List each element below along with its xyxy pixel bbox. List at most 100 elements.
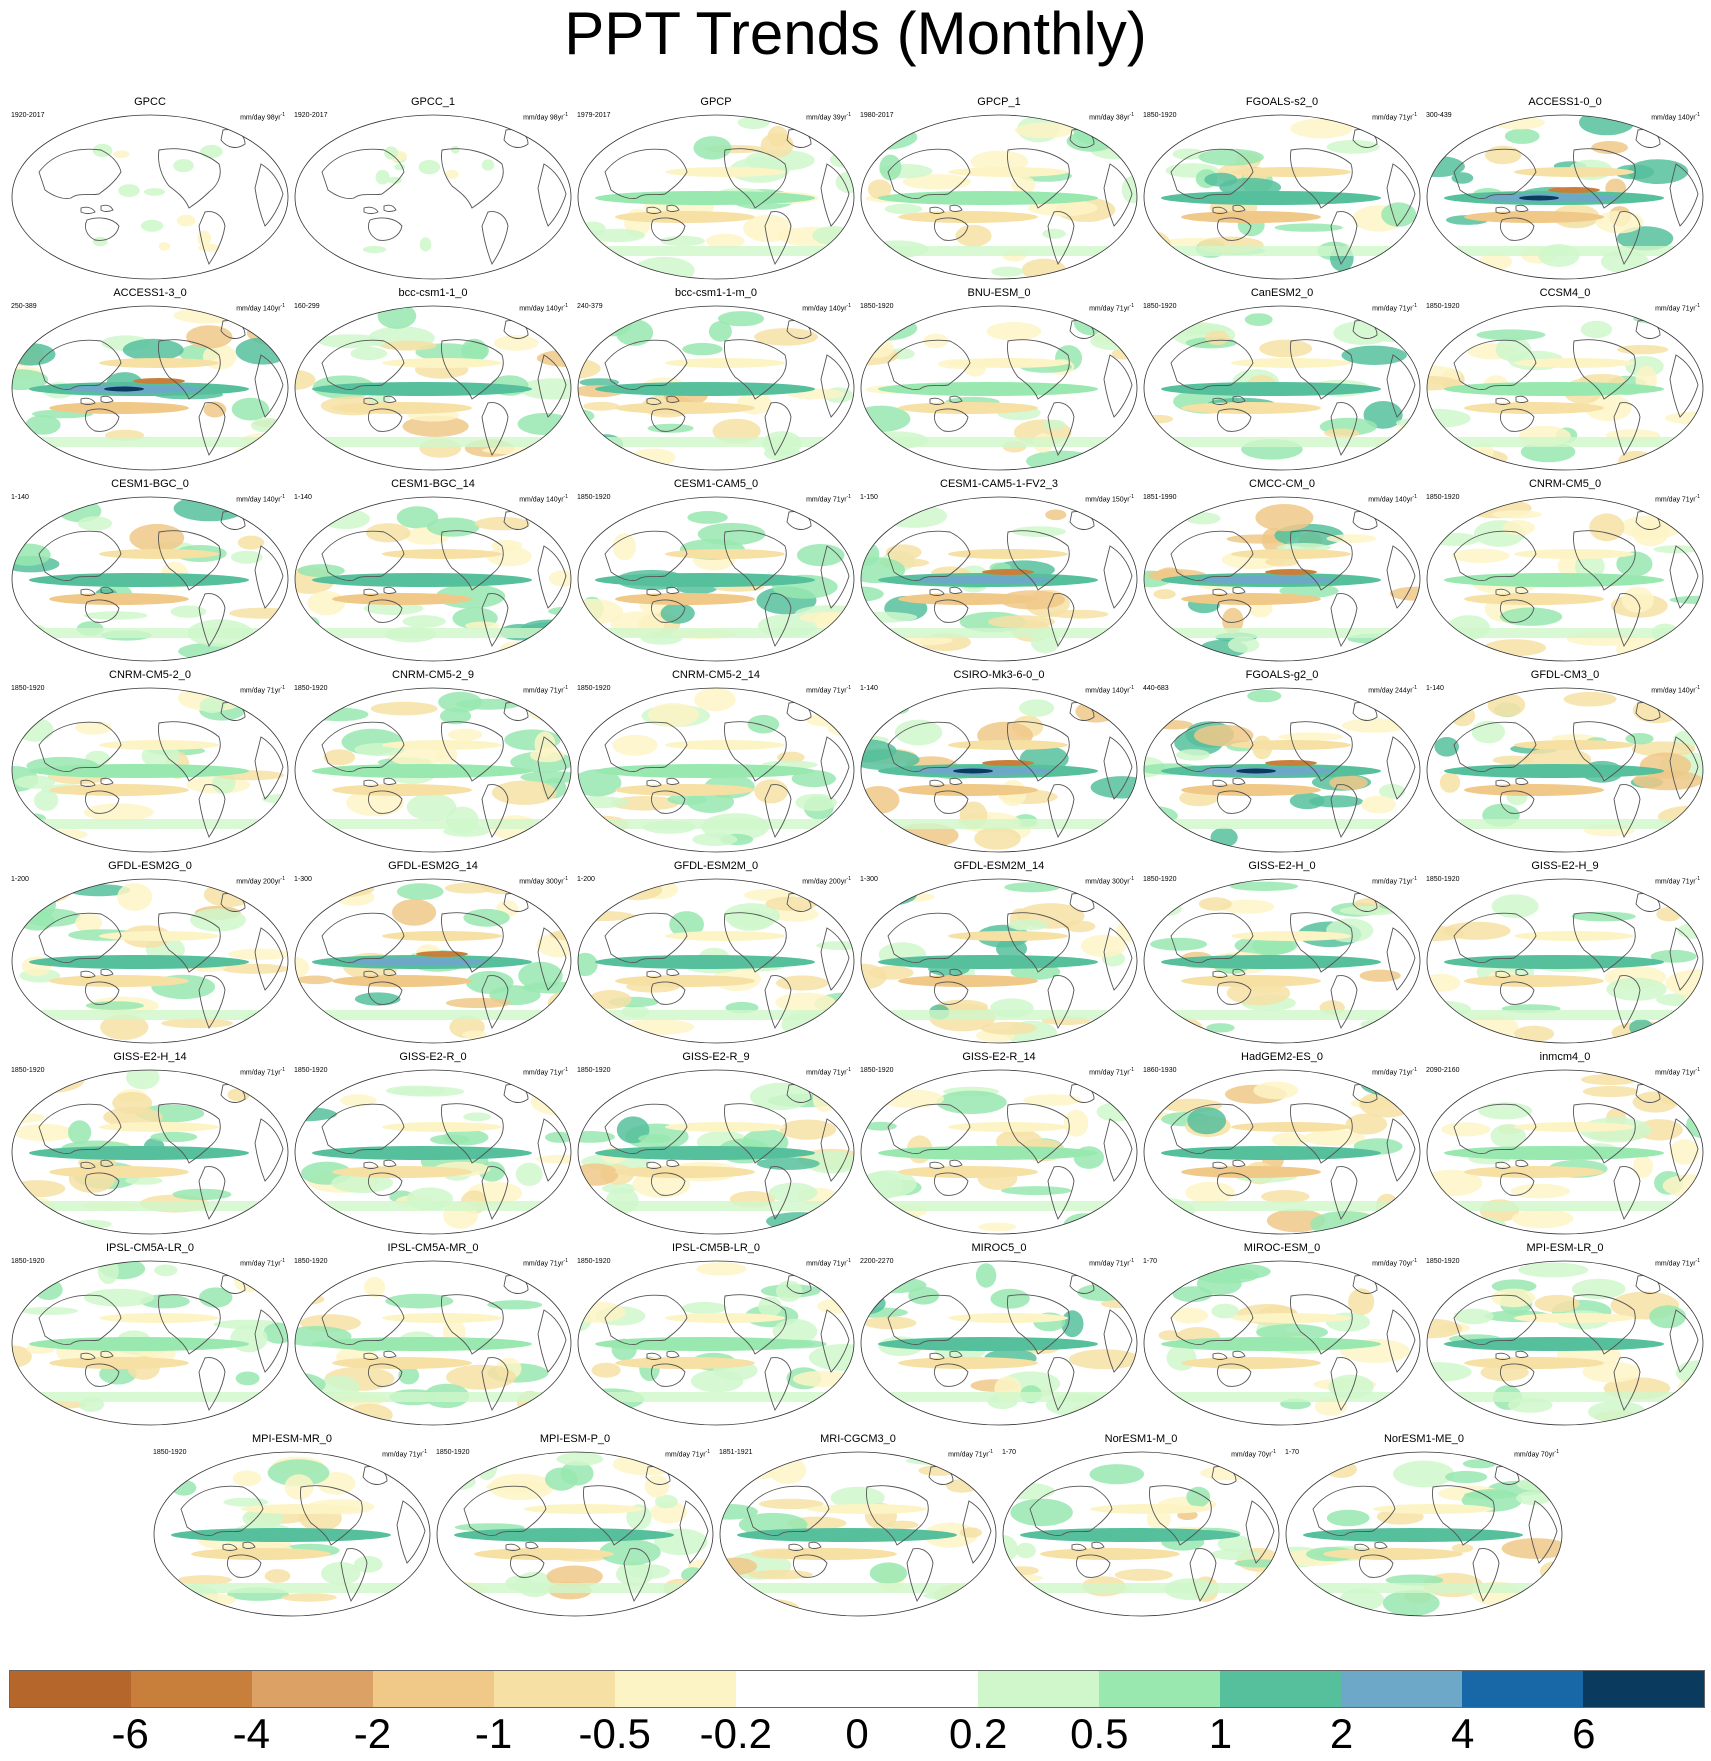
panel-units-text: mm/day 70yr [1372,1260,1413,1268]
map-panel: ACCESS1-0_0 300-439 mm/day 140yr-1 [1424,96,1706,282]
panel-units: mm/day 244yr-1 [1368,684,1417,695]
panel-units-exponent: -1 [280,303,285,309]
panel-title: GISS-E2-H_9 [1531,860,1599,872]
panel-units-exponent: -1 [1271,1449,1276,1455]
global-map [294,496,572,662]
panel-years: 300-439 [1426,112,1452,119]
global-map [294,1260,572,1426]
panel-title: BNU-ESM_0 [967,287,1031,299]
panel-years: 1850-1920 [11,1067,45,1074]
panel-units: mm/day 71yr-1 [382,1448,427,1459]
panel-units-exponent: -1 [846,685,851,691]
panel-title: MRI-CGCM3_0 [820,1433,896,1445]
panel-years: 440-683 [1143,685,1169,692]
panel-title: CMCC-CM_0 [1249,478,1315,490]
panel-units-exponent: -1 [1695,685,1700,691]
panel-units-exponent: -1 [988,1449,993,1455]
map-panel: CSIRO-Mk3-6-0_0 1-140 mm/day 140yr-1 [858,669,1140,855]
panel-units: mm/day 300yr-1 [519,875,568,886]
colorbar-tick-label: 0.5 [1070,1710,1129,1757]
panel-title: GFDL-ESM2G_14 [388,860,478,872]
panel-units-exponent: -1 [1412,876,1417,882]
panel-years: 1850-1920 [436,1449,470,1456]
panel-title: GFDL-CM3_0 [1530,669,1600,681]
panel-units: mm/day 140yr-1 [1085,684,1134,695]
panel-units-text: mm/day 140yr [1651,114,1696,122]
panel-units-exponent: -1 [563,876,568,882]
panel-years: 1-70 [1143,1258,1158,1265]
global-map [1426,1260,1704,1426]
global-map [860,496,1138,662]
panel-title: GFDL-ESM2M_0 [673,860,759,872]
panel-units: mm/day 140yr-1 [519,302,568,313]
panel-title: IPSL-CM5B-LR_0 [671,1242,761,1254]
global-map [577,114,855,280]
panel-title: GPCC_1 [410,96,456,108]
panel-units-text: mm/day 71yr [948,1451,989,1459]
panel-units-text: mm/day 140yr [1085,687,1130,695]
panel-units-text: mm/day 140yr [519,305,564,313]
global-map [860,1260,1138,1426]
panel-units-exponent: -1 [1695,1067,1700,1073]
panel-units-text: mm/day 200yr [802,878,847,886]
global-map [294,1069,572,1235]
colorbar-swatch [10,1671,131,1707]
panel-title: GPCC [134,96,166,108]
panel-years: 1850-1920 [1426,1258,1460,1265]
colorbar-swatch [1583,1671,1704,1707]
map-panel: bcc-csm1-1_0 160-299 mm/day 140yr-1 [292,287,574,473]
panel-years: 1860-1930 [1143,1067,1177,1074]
map-panel: GFDL-ESM2M_0 1-200 mm/day 200yr-1 [575,860,857,1046]
panel-units: mm/day 71yr-1 [1655,493,1700,504]
panel-units-exponent: -1 [1554,1449,1559,1455]
colorbar-tick-label: -4 [232,1710,270,1757]
panel-units-exponent: -1 [280,494,285,500]
panel-units: mm/day 70yr-1 [1372,1257,1417,1268]
global-map [294,114,572,280]
panel-units-exponent: -1 [1129,1067,1134,1073]
panel-years: 1850-1920 [153,1449,187,1456]
panel-title: GPCP [700,96,732,108]
panel-units-exponent: -1 [846,876,851,882]
panel-units: mm/day 70yr-1 [1231,1448,1276,1459]
panel-units-exponent: -1 [1695,494,1700,500]
global-map [1143,878,1421,1044]
panel-units: mm/day 98yr-1 [523,111,568,122]
panel-units-exponent: -1 [1695,303,1700,309]
panel-units: mm/day 71yr-1 [1655,1257,1700,1268]
panel-units: mm/day 140yr-1 [1651,111,1700,122]
panel-units: mm/day 71yr-1 [1655,302,1700,313]
map-panel: IPSL-CM5A-MR_0 1850-1920 mm/day 71yr-1 [292,1242,574,1428]
panel-units: mm/day 200yr-1 [236,875,285,886]
colorbar-swatch [978,1671,1099,1707]
global-map [577,305,855,471]
colorbar-tick-label: 0.2 [948,1710,1008,1757]
panel-units: mm/day 71yr-1 [665,1448,710,1459]
global-map [1426,1069,1704,1235]
panel-units-exponent: -1 [1412,494,1417,500]
global-map [11,687,289,853]
panel-title: ACCESS1-3_0 [113,287,187,299]
panel-units-exponent: -1 [1695,876,1700,882]
panel-units-exponent: -1 [422,1449,427,1455]
panel-units-text: mm/day 71yr [1655,1260,1696,1268]
panel-years: 1920-2017 [294,112,328,119]
colorbar-swatch [1341,1671,1462,1707]
panel-title: GPCP_1 [977,96,1021,108]
colorbar-swatch [1220,1671,1341,1707]
panel-units-exponent: -1 [1129,685,1134,691]
panel-units-exponent: -1 [1695,1258,1700,1264]
map-panel: GISS-E2-R_9 1850-1920 mm/day 71yr-1 [575,1051,857,1237]
global-map [860,114,1138,280]
map-panel: CCSM4_0 1850-1920 mm/day 71yr-1 [1424,287,1706,473]
panel-units-exponent: -1 [280,876,285,882]
panel-units-text: mm/day 98yr [523,114,564,122]
panel-title: GISS-E2-H_14 [113,1051,187,1063]
panel-units-text: mm/day 300yr [1085,878,1130,886]
panel-years: 240-379 [577,303,603,310]
global-map [1426,496,1704,662]
panel-years: 1-300 [294,876,312,883]
colorbar-tick-label: 1 [1208,1710,1233,1757]
panel-units-text: mm/day 150yr [1085,496,1130,504]
colorbar-swatch [736,1671,857,1707]
